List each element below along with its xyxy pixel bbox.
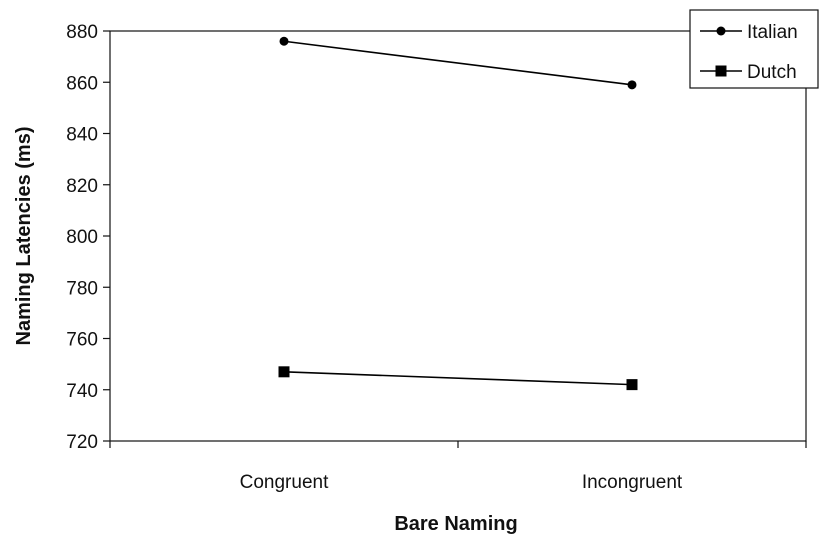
y-tick-label: 840 [66,125,98,146]
legend-item-dutch: Dutch [700,62,797,83]
x-tick-label: Incongruent [582,472,683,493]
y-tick-label: 880 [66,22,98,43]
legend-item-italian: Italian [700,22,798,43]
series-layer [278,36,638,391]
y-tick-label: 860 [66,73,98,94]
data-point-dutch [626,379,638,391]
y-tick-label: 720 [66,432,98,453]
x-axis-title: Bare Naming [394,513,517,535]
series-line-italian [283,40,633,86]
series-line-dutch [283,371,633,386]
data-point-italian [279,36,289,46]
y-axis-ticks: 720 740 760 780 800 820 840 860 880 [66,22,110,453]
data-point-dutch [278,366,290,378]
legend-marker-italian [716,26,726,36]
plot-area-border [109,30,807,442]
legend: Italian Dutch [689,9,819,89]
y-tick-label: 820 [66,176,98,197]
y-tick-label: 760 [66,330,98,351]
legend-label-italian: Italian [747,22,798,43]
legend-box [689,9,819,89]
x-axis-ticks: Congruent Incongruent [109,441,807,493]
data-point-italian [627,80,637,90]
y-axis-title: Naming Latencies (ms) [13,127,35,346]
plot-frame [109,30,807,442]
y-tick-label: 740 [66,381,98,402]
legend-marker-dutch [715,65,727,77]
y-tick-label: 800 [66,227,98,248]
x-tick-label: Congruent [240,472,329,493]
series-italian [279,36,637,90]
legend-label-dutch: Dutch [747,62,797,83]
series-dutch [278,366,638,391]
y-tick-label: 780 [66,278,98,299]
